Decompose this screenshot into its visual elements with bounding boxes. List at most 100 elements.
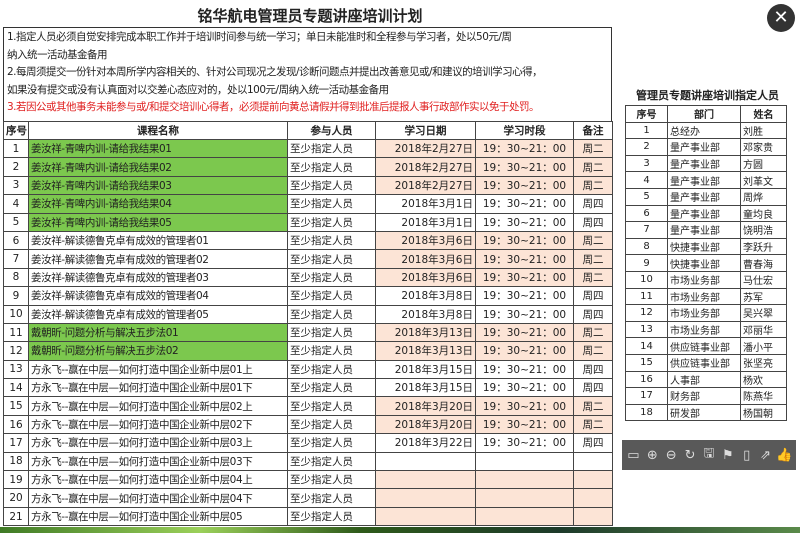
row-number: 1 [625, 121, 668, 140]
participants: 至少指定人员 [287, 414, 376, 435]
row-number: 3 [3, 175, 29, 196]
study-date [375, 488, 476, 508]
table-row: 17 方永飞--赢在中层—如何打造中国企业新中层03上 至少指定人员 2018年3月2… [3, 433, 613, 453]
name: 潘小平 [740, 337, 787, 355]
table-row: 9 快捷事业部 曹春海 [625, 254, 787, 272]
row-number: 20 [3, 488, 29, 508]
name: 陈燕华 [740, 387, 787, 405]
department: 研发部 [667, 403, 741, 422]
course-name: 方永飞--赢在中层—如何打造中国企业新中层02下 [28, 414, 288, 435]
weekday-note: 周四 [573, 286, 613, 306]
study-time: 19：30~21：00 [475, 322, 574, 343]
table-row: 15 供应链事业部 张坚亮 [625, 353, 787, 372]
name: 杨欢 [740, 370, 787, 389]
table-row: 21 方永飞--赢在中层—如何打造中国企业新中层05 至少指定人员 [3, 506, 613, 527]
participants: 至少指定人员 [287, 396, 376, 416]
row-number: 15 [625, 353, 668, 372]
table-row: 18 研发部 杨国朝 [625, 403, 787, 422]
row-number: 14 [625, 337, 668, 355]
course-name: 方永飞--赢在中层—如何打造中国企业新中层04下 [28, 488, 288, 508]
note-line: 3.若因公或其他事务未能参与或/和提交培训心得者，必须提前向黄总请假并得到批准后… [7, 101, 540, 113]
weekday-note: 周二 [573, 396, 613, 416]
like-icon[interactable]: 👍 [776, 447, 793, 463]
table-row: 17 财务部 陈燕华 [625, 387, 787, 405]
rotate-icon[interactable]: ↻ [684, 447, 696, 463]
study-time: 19：30~21：00 [475, 230, 574, 251]
participants: 至少指定人员 [287, 230, 376, 251]
table-row: 2 姜汝祥-青啤内训-请给我结果02 至少指定人员 2018年2月27日 19：30~2… [3, 157, 613, 177]
row-number: 14 [3, 378, 29, 398]
fit-screen-icon[interactable]: ▭ [627, 447, 640, 463]
weekday-note: 周二 [573, 175, 613, 196]
department: 供应链事业部 [667, 337, 741, 355]
share-icon[interactable]: ⇗ [760, 447, 772, 463]
table-row: 20 方永飞--赢在中层—如何打造中国企业新中层04下 至少指定人员 [3, 488, 613, 508]
table-row: 13 方永飞--赢在中层—如何打造中国企业新中层01上 至少指定人员 2018年3月1… [3, 359, 613, 380]
study-time: 19：30~21：00 [475, 378, 574, 398]
name: 刘胜 [740, 121, 787, 140]
table-row: 5 姜汝祥-青啤内训-请给我结果05 至少指定人员 2018年3月1日 19：30~21… [3, 212, 613, 232]
page-title: 铭华航电管理员专题讲座培训计划 [197, 7, 423, 25]
table-row: 7 姜汝祥-解读德鲁克卓有成效的管理者02 至少指定人员 2018年3月6日 19：30… [3, 249, 613, 269]
row-number: 5 [625, 187, 668, 206]
course-name: 方永飞--赢在中层—如何打造中国企业新中层03上 [28, 433, 288, 453]
course-name: 姜汝祥-青啤内训-请给我结果03 [28, 175, 288, 196]
row-number: 7 [625, 221, 668, 239]
row-number: 8 [3, 267, 29, 288]
course-name: 方永飞--赢在中层—如何打造中国企业新中层02上 [28, 396, 288, 416]
participants: 至少指定人员 [287, 175, 376, 196]
department: 财务部 [667, 387, 741, 405]
phone-icon[interactable]: ▯ [743, 447, 751, 463]
table-row: 18 方永飞--赢在中层—如何打造中国企业新中层03下 至少指定人员 [3, 451, 613, 472]
bookmark-icon[interactable]: ⚑ [721, 447, 734, 463]
weekday-note: 周二 [573, 322, 613, 343]
study-time: 19：30~21：00 [475, 194, 574, 214]
course-name: 姜汝祥-青啤内训-请给我结果04 [28, 194, 288, 214]
row-number: 21 [3, 506, 29, 527]
row-number: 11 [3, 322, 29, 343]
row-number: 2 [3, 157, 29, 177]
row-number: 7 [3, 249, 29, 269]
table-row: 11 市场业务部 苏军 [625, 287, 787, 306]
department: 量产事业部 [667, 154, 741, 173]
participants: 至少指定人员 [287, 378, 376, 398]
study-date: 2018年2月27日 [375, 157, 476, 177]
weekday-note: 周二 [573, 341, 613, 361]
study-time: 19：30~21：00 [475, 414, 574, 435]
course-name: 姜汝祥-解读德鲁克卓有成效的管理者04 [28, 286, 288, 306]
column-header: 姓名 [740, 105, 787, 123]
department: 市场业务部 [667, 287, 741, 306]
save-icon[interactable]: 🖫 [703, 446, 715, 461]
study-date: 2018年3月6日 [375, 230, 476, 251]
weekday-note: 周二 [573, 267, 613, 288]
name: 杨国朝 [740, 403, 787, 422]
weekday-note: 周四 [573, 194, 613, 214]
weekday-note: 周四 [573, 378, 613, 398]
department: 量产事业部 [667, 187, 741, 206]
note-line: 纳入统一活动基金备用 [7, 48, 108, 61]
weekday-note: 周二 [573, 138, 613, 159]
close-icon[interactable]: ✕ [767, 4, 795, 32]
study-date: 2018年3月15日 [375, 359, 476, 380]
weekday-note: 周四 [573, 359, 613, 380]
table-row: 4 量产事业部 刘革文 [625, 171, 787, 189]
weekday-note: 周二 [573, 414, 613, 435]
study-time [475, 506, 574, 527]
participants: 至少指定人员 [287, 451, 376, 472]
weekday-note [573, 506, 613, 527]
course-name: 姜汝祥-青啤内训-请给我结果05 [28, 212, 288, 232]
participants: 至少指定人员 [287, 341, 376, 361]
row-number: 17 [625, 387, 668, 405]
weekday-note: 周二 [573, 157, 613, 177]
weekday-note: 周二 [573, 230, 613, 251]
course-name: 姜汝祥-解读德鲁克卓有成效的管理者02 [28, 249, 288, 269]
study-date: 2018年3月6日 [375, 267, 476, 288]
table-row: 3 姜汝祥-青啤内训-请给我结果03 至少指定人员 2018年2月27日 19：30~2… [3, 175, 613, 196]
rules-notes: 1.指定人员必须自觉安排完成本职工作并于培训时间参与统一学习；单日未能准时和全程… [3, 27, 612, 121]
course-name: 姜汝祥-青啤内训-请给我结果02 [28, 157, 288, 177]
study-time: 19：30~21：00 [475, 359, 574, 380]
column-header: 参与人员 [287, 121, 376, 140]
zoom-out-icon[interactable]: ⊖ [665, 447, 677, 463]
table-row: 8 姜汝祥-解读德鲁克卓有成效的管理者03 至少指定人员 2018年3月6日 19：30… [3, 267, 613, 288]
zoom-in-icon[interactable]: ⊕ [646, 447, 658, 463]
